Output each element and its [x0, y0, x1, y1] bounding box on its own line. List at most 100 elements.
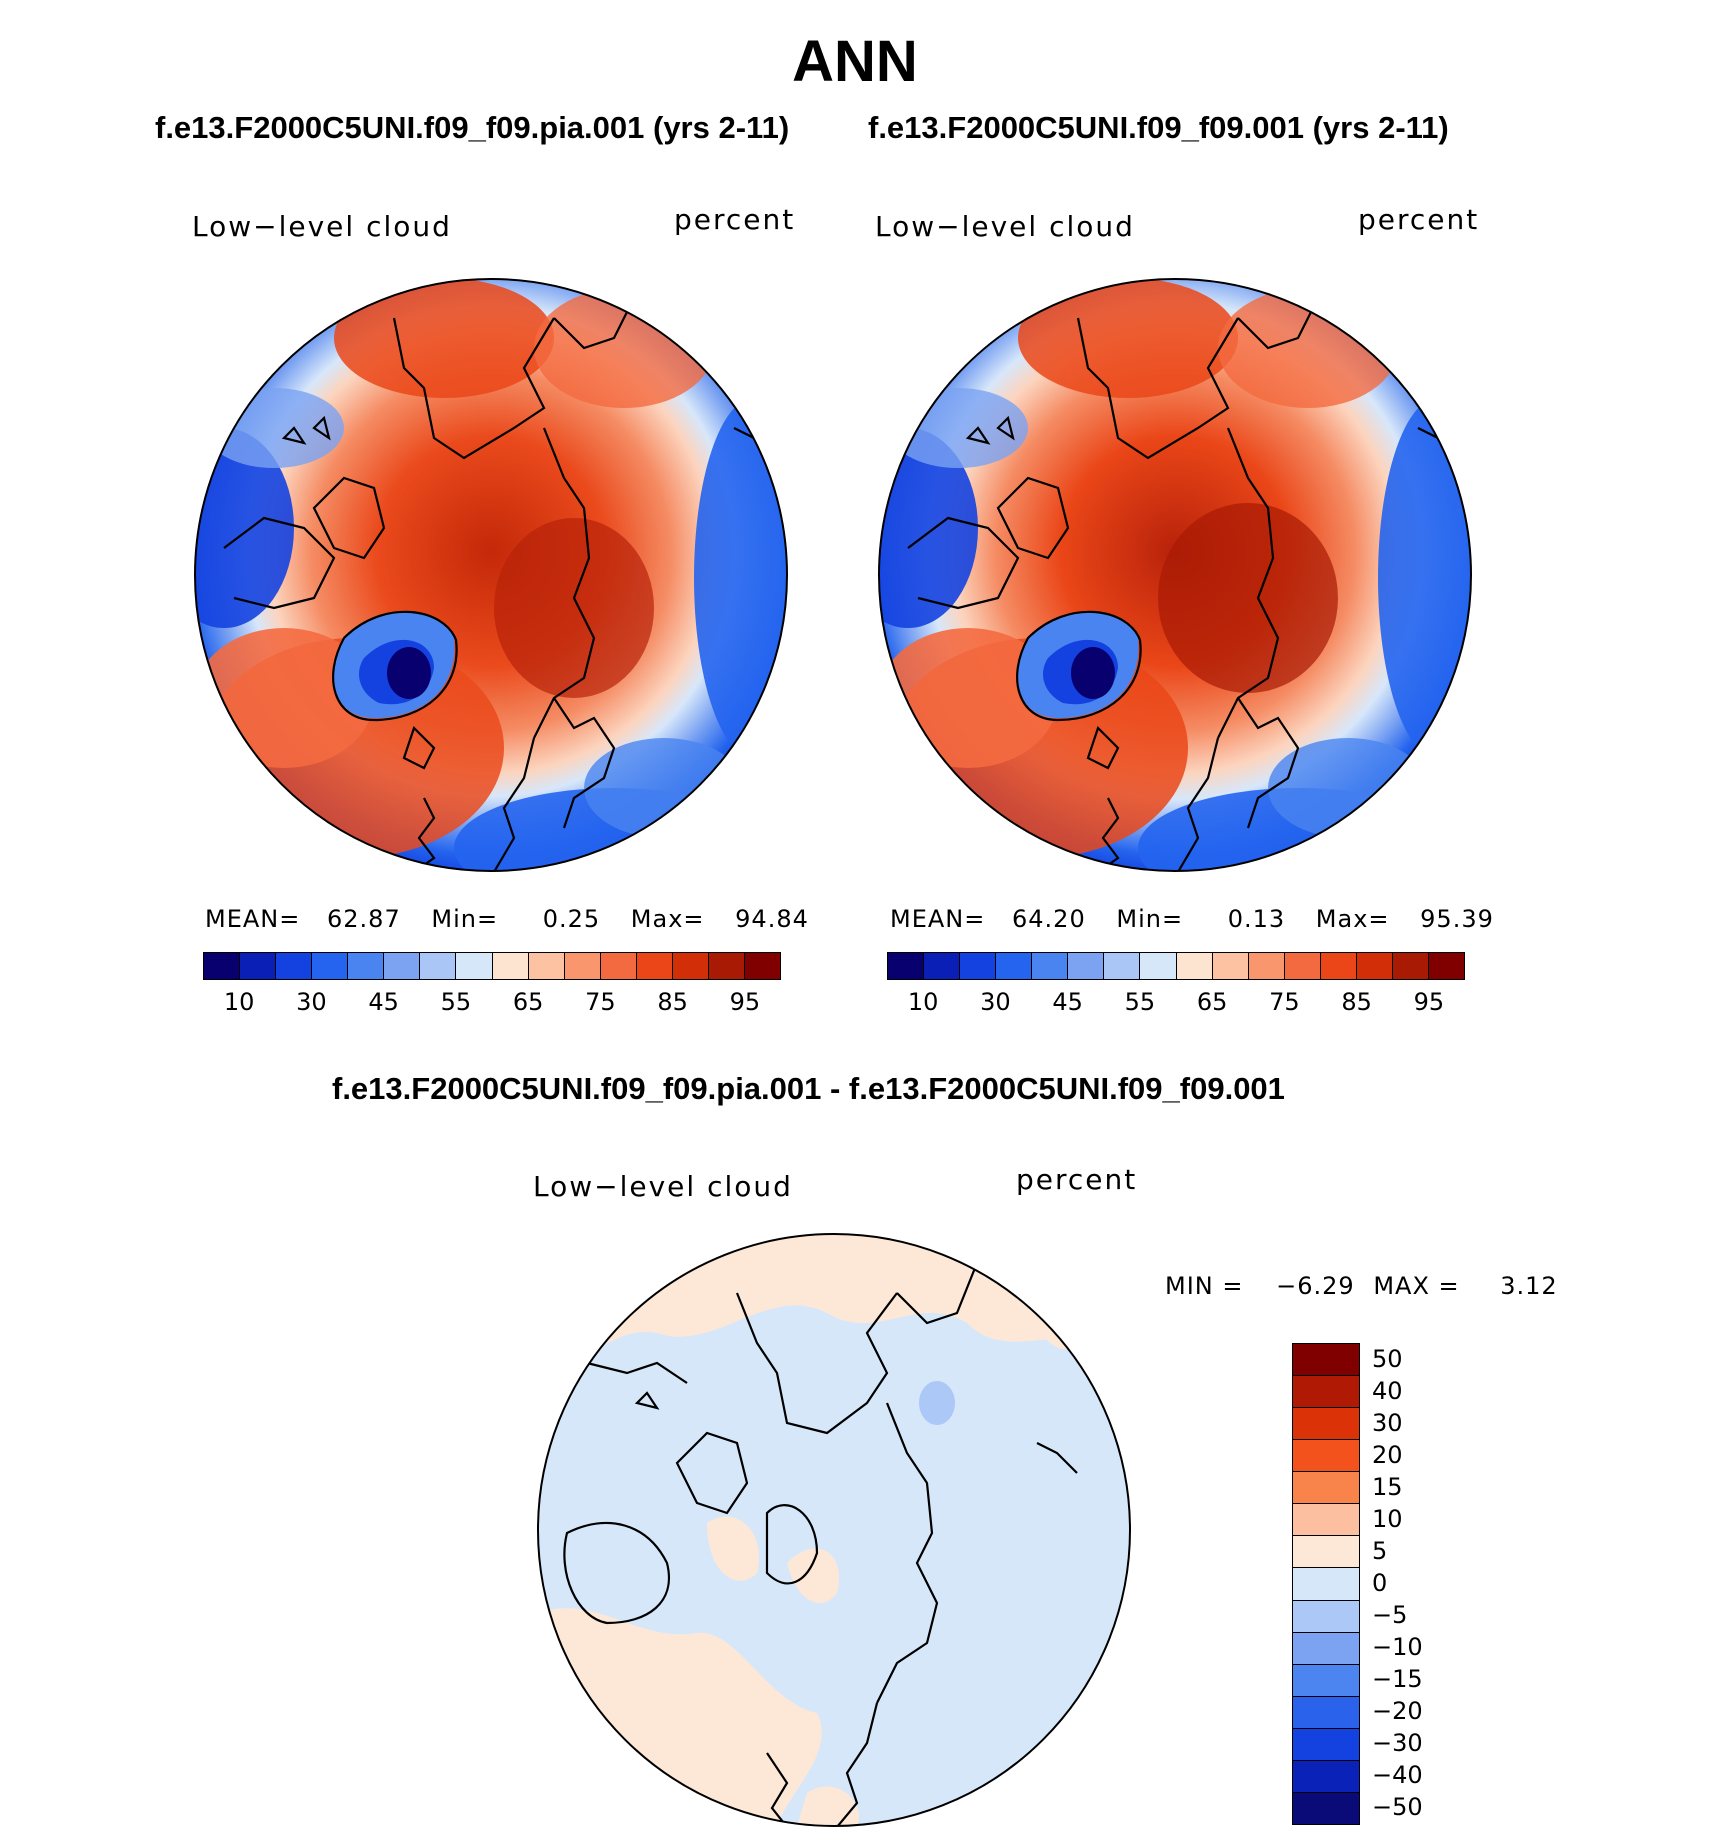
- colorbar-cell: [1293, 1504, 1359, 1537]
- colorbar-cell: [636, 953, 673, 979]
- colorbar-cell: [1293, 1696, 1359, 1729]
- colorbar-tick-label: 10: [907, 988, 939, 1016]
- colorbar-tick-label: 10: [1372, 1505, 1403, 1533]
- colorbar-cell: [1140, 953, 1177, 979]
- colorbar-tick-label: 95: [1413, 988, 1445, 1016]
- colorbar-cell: [1293, 1408, 1359, 1441]
- colorbar-tick-label: −5: [1372, 1601, 1408, 1629]
- colorbar-tick-label: 30: [296, 988, 327, 1016]
- colorbar-cell: [1068, 953, 1105, 979]
- main-title: ANN: [792, 29, 918, 94]
- left-max-value: 94.84: [735, 905, 809, 933]
- colorbar-tick-label: 10: [223, 988, 255, 1016]
- colorbar-cell: [1293, 1536, 1359, 1569]
- diff-max-value: 3.12: [1500, 1272, 1558, 1300]
- colorbar-tick-label: 50: [1372, 1345, 1403, 1373]
- colorbar-cell: [888, 953, 925, 979]
- colorbar-cell: [384, 953, 421, 979]
- right-colorbar-strip: [887, 952, 1465, 980]
- left-colorbar-ticks: 10 30 45 55 65 75 85 95: [203, 980, 781, 1020]
- colorbar-cell: [492, 953, 529, 979]
- right-colorbar-ticks: 10 30 45 55 65 75 85 95: [887, 980, 1465, 1020]
- diff-polar-map: [537, 1233, 1131, 1827]
- colorbar-tick-label: 20: [1372, 1441, 1403, 1469]
- left-polar-map: [194, 278, 788, 872]
- colorbar-cell: [1320, 953, 1357, 979]
- diff-colorbar: [1292, 1343, 1360, 1825]
- colorbar-tick-label: 30: [980, 988, 1011, 1016]
- colorbar-cell: [1293, 1760, 1359, 1793]
- right-max-label: Max=: [1315, 905, 1390, 933]
- colorbar-tick-label: 45: [1052, 988, 1083, 1016]
- colorbar-cell: [528, 953, 565, 979]
- colorbar-cell: [1176, 953, 1213, 979]
- colorbar-cell: [1356, 953, 1393, 979]
- left-min-label: Min=: [431, 905, 499, 933]
- colorbar-cell: [1428, 953, 1464, 979]
- colorbar-tick-label: 55: [440, 988, 472, 1016]
- colorbar-tick-label: 45: [368, 988, 399, 1016]
- colorbar-tick-label: 5: [1372, 1537, 1388, 1565]
- left-variable-label: Low−level cloud: [192, 210, 452, 243]
- colorbar-cell: [1293, 1600, 1359, 1633]
- colorbar-cell: [960, 953, 997, 979]
- colorbar-cell: [1032, 953, 1069, 979]
- right-max-value: 95.39: [1420, 905, 1494, 933]
- left-subtitle: f.e13.F2000C5UNI.f09_f09.pia.001 (yrs 2-…: [155, 110, 790, 145]
- colorbar-tick-label: 75: [585, 988, 616, 1016]
- right-mean-value: 64.20: [1012, 905, 1086, 933]
- colorbar-cell: [456, 953, 493, 979]
- left-mean-label: MEAN=: [205, 905, 301, 933]
- right-polar-map: [878, 278, 1472, 872]
- colorbar-tick-label: 65: [512, 988, 544, 1016]
- colorbar-cell: [420, 953, 457, 979]
- colorbar-cell: [672, 953, 709, 979]
- colorbar-cell: [1293, 1344, 1359, 1377]
- colorbar-cell: [708, 953, 745, 979]
- colorbar-tick-label: −15: [1372, 1665, 1423, 1693]
- right-stats: MEAN= 64.20 Min= 0.13 Max= 95.39: [890, 905, 1494, 933]
- colorbar-cell: [1293, 1728, 1359, 1761]
- colorbar-cell: [1212, 953, 1249, 979]
- colorbar-cell: [348, 953, 385, 979]
- diff-subtitle: f.e13.F2000C5UNI.f09_f09.pia.001 - f.e13…: [332, 1071, 1285, 1106]
- colorbar-tick-label: 75: [1269, 988, 1300, 1016]
- right-variable-label: Low−level cloud: [875, 210, 1135, 243]
- colorbar-tick-label: −40: [1372, 1761, 1423, 1789]
- colorbar-cell: [1293, 1632, 1359, 1665]
- diff-units-label: percent: [1016, 1163, 1138, 1196]
- colorbar-cell: [1248, 953, 1285, 979]
- colorbar-cell: [996, 953, 1033, 979]
- left-min-value: 0.25: [542, 905, 601, 933]
- colorbar-tick-label: 65: [1196, 988, 1228, 1016]
- colorbar-tick-label: 40: [1372, 1377, 1403, 1405]
- colorbar-cell: [924, 953, 961, 979]
- colorbar-cell: [1293, 1568, 1359, 1601]
- diff-colorbar-ticks: 50 40 30 20 15 10 5 0 −5 −10 −15 −20 −30 −40 −50: [1372, 1343, 1452, 1823]
- colorbar-cell: [1104, 953, 1141, 979]
- diff-max-label: MAX =: [1373, 1272, 1460, 1300]
- right-mean-label: MEAN=: [890, 905, 986, 933]
- colorbar-tick-label: −50: [1372, 1793, 1423, 1821]
- colorbar-cell: [1293, 1664, 1359, 1697]
- colorbar-cell: [1293, 1472, 1359, 1505]
- colorbar-cell: [312, 953, 349, 979]
- left-mean-value: 62.87: [327, 905, 401, 933]
- left-stats: MEAN= 62.87 Min= 0.25 Max= 94.84: [205, 905, 809, 933]
- colorbar-tick-label: 15: [1372, 1473, 1403, 1501]
- colorbar-cell: [1284, 953, 1321, 979]
- colorbar-tick-label: −30: [1372, 1729, 1423, 1757]
- right-subtitle: f.e13.F2000C5UNI.f09_f09.001 (yrs 2-11): [868, 110, 1449, 145]
- diff-stats: MIN = −6.29 MAX = 3.12: [1165, 1272, 1558, 1300]
- colorbar-cell: [1293, 1792, 1359, 1824]
- colorbar-cell: [744, 953, 780, 979]
- colorbar-cell: [564, 953, 601, 979]
- colorbar-tick-label: 55: [1124, 988, 1156, 1016]
- colorbar-cell: [1293, 1440, 1359, 1473]
- colorbar-tick-label: 95: [729, 988, 761, 1016]
- colorbar-cell: [276, 953, 313, 979]
- colorbar-cell: [600, 953, 637, 979]
- colorbar-tick-label: 0: [1372, 1569, 1388, 1597]
- right-min-value: 0.13: [1227, 905, 1286, 933]
- right-min-label: Min=: [1116, 905, 1184, 933]
